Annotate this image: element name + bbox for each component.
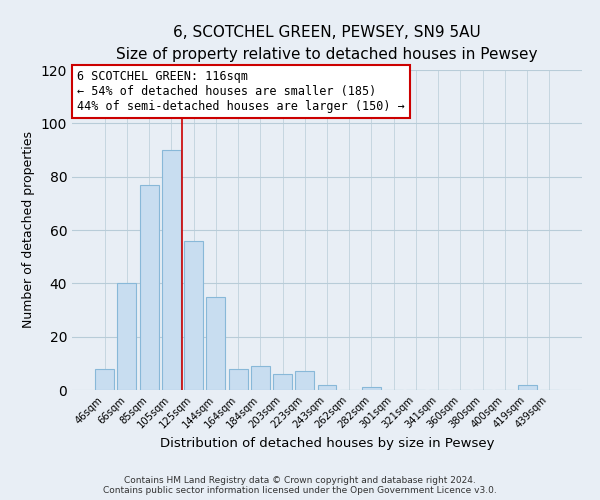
Bar	[362, 388, 381, 390]
Bar	[184, 240, 203, 390]
Bar	[317, 384, 337, 390]
Bar	[95, 368, 114, 390]
Bar	[251, 366, 270, 390]
Text: Contains HM Land Registry data © Crown copyright and database right 2024.
Contai: Contains HM Land Registry data © Crown c…	[103, 476, 497, 495]
Y-axis label: Number of detached properties: Number of detached properties	[22, 132, 35, 328]
Bar	[229, 368, 248, 390]
Bar	[206, 296, 225, 390]
Text: 6 SCOTCHEL GREEN: 116sqm
← 54% of detached houses are smaller (185)
44% of semi-: 6 SCOTCHEL GREEN: 116sqm ← 54% of detach…	[77, 70, 405, 113]
Bar	[140, 184, 158, 390]
Bar	[162, 150, 181, 390]
Bar	[273, 374, 292, 390]
X-axis label: Distribution of detached houses by size in Pewsey: Distribution of detached houses by size …	[160, 438, 494, 450]
Bar	[118, 284, 136, 390]
Bar	[518, 384, 536, 390]
Title: 6, SCOTCHEL GREEN, PEWSEY, SN9 5AU
Size of property relative to detached houses : 6, SCOTCHEL GREEN, PEWSEY, SN9 5AU Size …	[116, 24, 538, 62]
Bar	[295, 372, 314, 390]
